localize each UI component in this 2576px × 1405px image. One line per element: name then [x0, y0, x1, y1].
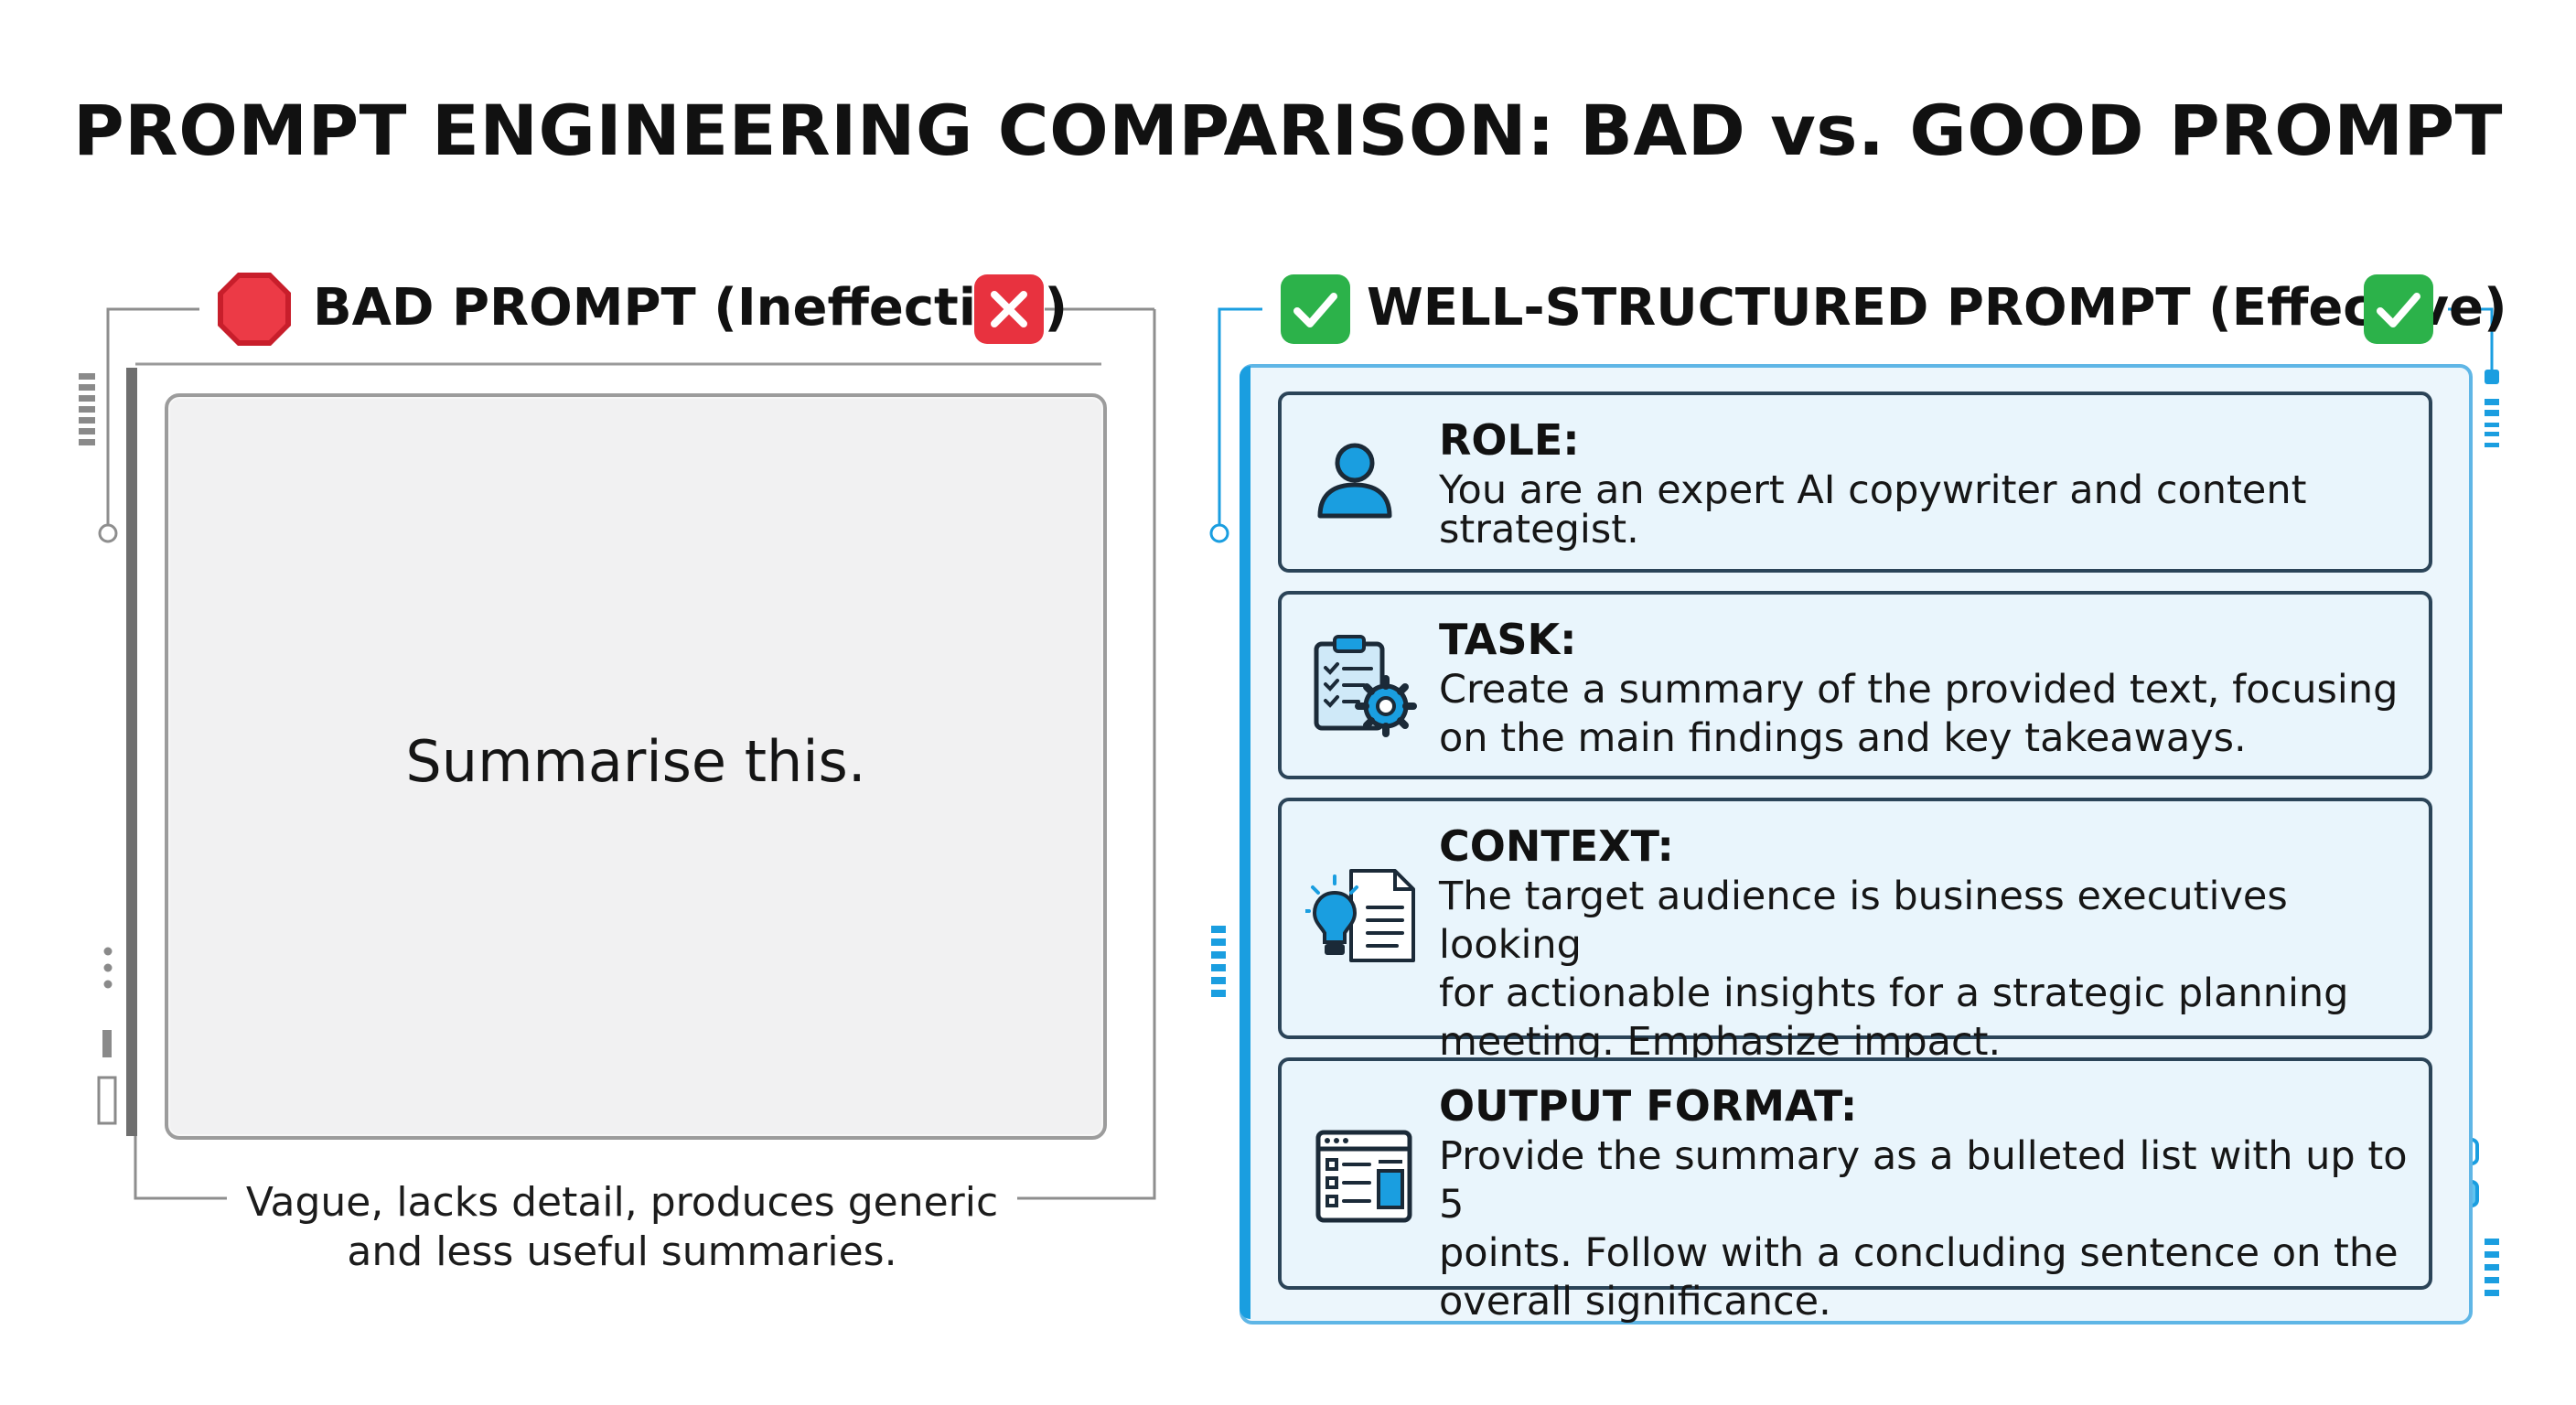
page-title: PROMPT ENGINEERING COMPARISON: BAD vs. G… [72, 90, 2504, 171]
layout-window-icon [1315, 1130, 1412, 1223]
checkmark-icon [1281, 274, 1350, 344]
text-line: The target audience is business executiv… [1439, 874, 2288, 968]
section-label: OUTPUT FORMAT: [1439, 1081, 1858, 1131]
caption-line: and less useful summaries. [347, 1228, 897, 1275]
stop-sign-icon [218, 273, 291, 346]
x-mark-icon [974, 274, 1044, 344]
context-section: CONTEXT: The target audience is business… [1278, 798, 2432, 1065]
section-label: ROLE: [1439, 415, 1580, 465]
good-panel-accent-bar [1240, 366, 1250, 1319]
text-line: Provide the summary as a bulleted list w… [1439, 1133, 2408, 1228]
section-label: CONTEXT: [1439, 821, 1674, 871]
section-label: TASK: [1439, 615, 1577, 664]
text-line: for actionable insights for a strategic … [1439, 971, 2349, 1016]
bad-prompt-text: Summarise this. [405, 728, 866, 795]
task-section: TASK: Create a summary of the provided t… [1278, 591, 2432, 779]
bad-prompt-box [165, 393, 1107, 1140]
role-section: ROLE: You are an expert AI copywriter an… [1278, 391, 2432, 573]
output-format-section: OUTPUT FORMAT: Provide the summary as a … [1278, 1057, 2432, 1325]
checkmark-icon [2364, 274, 2433, 344]
text-line: overall significance. [1439, 1279, 1831, 1325]
text-line: You are an expert AI copywriter and cont… [1439, 467, 2307, 513]
user-icon [1317, 443, 1392, 519]
section-text: You are an expert AI copywriter and cont… [1439, 467, 2418, 554]
caption-line: Vague, lacks detail, produces generic [245, 1179, 999, 1226]
section-text: Provide the summary as a bulleted list w… [1439, 1132, 2418, 1326]
section-text: The target audience is business executiv… [1439, 873, 2418, 1067]
text-line: on the main findings and key takeaways. [1439, 715, 2247, 761]
good-prompt-heading: WELL-STRUCTURED PROMPT (Effective) [1367, 278, 2507, 338]
text-line: strategist. [1439, 507, 1639, 552]
bad-prompt-heading: BAD PROMPT (Ineffective) [313, 278, 1068, 338]
clipboard-gear-icon [1314, 635, 1417, 737]
bad-prompt-caption: Vague, lacks detail, produces generic an… [220, 1178, 1025, 1277]
text-line: points. Follow with a concluding sentenc… [1439, 1230, 2399, 1276]
section-text: Create a summary of the provided text, f… [1439, 666, 2418, 763]
text-line: meeting. Emphasize impact. [1439, 1019, 2002, 1065]
lightbulb-document-icon [1305, 869, 1415, 962]
text-line: Create a summary of the provided text, f… [1439, 667, 2399, 713]
